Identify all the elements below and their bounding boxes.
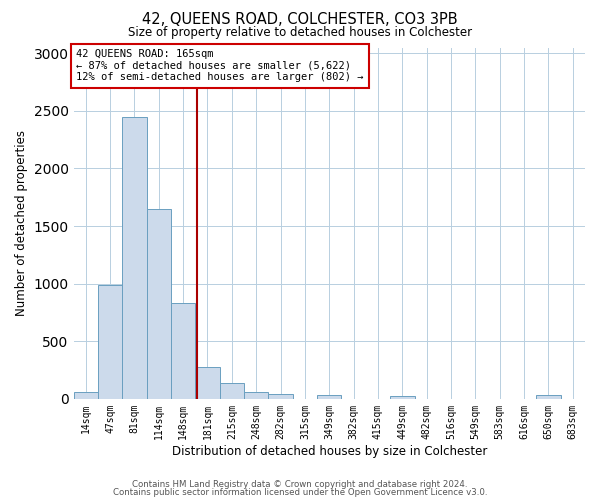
Bar <box>268 394 293 399</box>
Bar <box>196 366 220 399</box>
Y-axis label: Number of detached properties: Number of detached properties <box>15 130 28 316</box>
Bar <box>98 286 122 399</box>
X-axis label: Distribution of detached houses by size in Colchester: Distribution of detached houses by size … <box>172 444 487 458</box>
Bar <box>171 303 196 399</box>
Text: Size of property relative to detached houses in Colchester: Size of property relative to detached ho… <box>128 26 472 39</box>
Bar <box>244 392 268 399</box>
Bar <box>74 392 98 399</box>
Bar <box>390 396 415 399</box>
Bar <box>146 209 171 399</box>
Text: Contains public sector information licensed under the Open Government Licence v3: Contains public sector information licen… <box>113 488 487 497</box>
Bar <box>536 396 560 399</box>
Text: Contains HM Land Registry data © Crown copyright and database right 2024.: Contains HM Land Registry data © Crown c… <box>132 480 468 489</box>
Text: 42, QUEENS ROAD, COLCHESTER, CO3 3PB: 42, QUEENS ROAD, COLCHESTER, CO3 3PB <box>142 12 458 28</box>
Bar <box>122 116 146 399</box>
Bar <box>220 384 244 399</box>
Bar <box>317 396 341 399</box>
Text: 42 QUEENS ROAD: 165sqm
← 87% of detached houses are smaller (5,622)
12% of semi-: 42 QUEENS ROAD: 165sqm ← 87% of detached… <box>76 50 364 82</box>
